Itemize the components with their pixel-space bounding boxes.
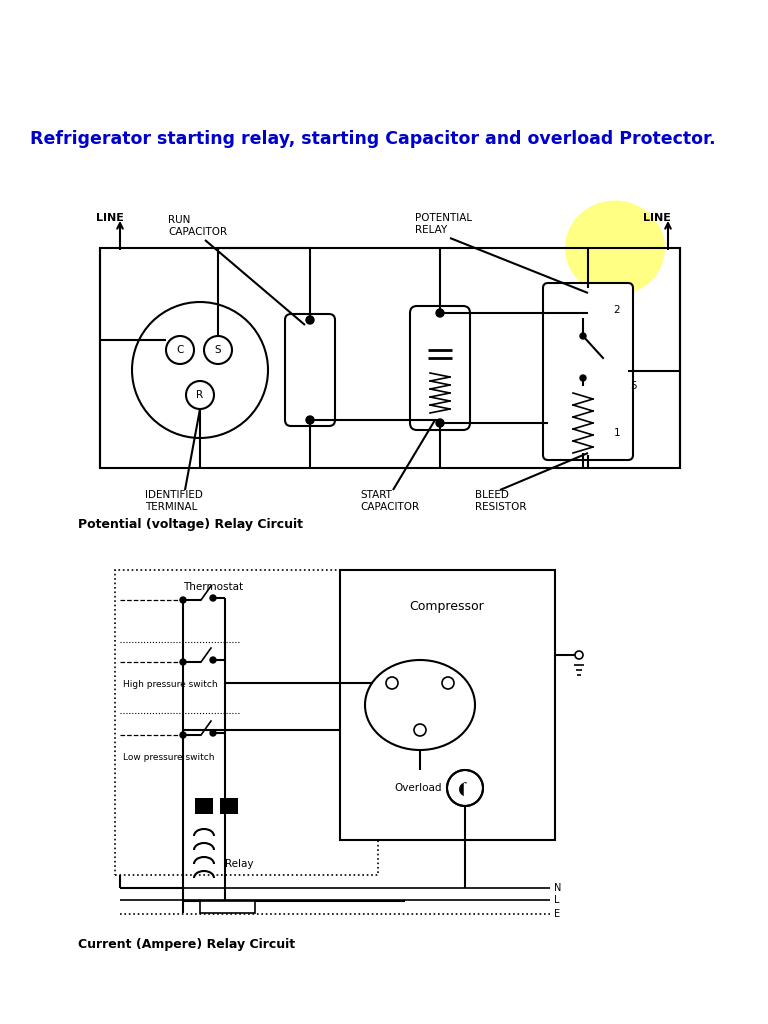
Text: Refrigerator starting relay, starting Capacitor and overload Protector.: Refrigerator starting relay, starting Ca… bbox=[30, 130, 716, 148]
Bar bbox=[115, 570, 378, 874]
Text: POTENTIAL
RELAY: POTENTIAL RELAY bbox=[415, 213, 472, 236]
Circle shape bbox=[436, 419, 444, 427]
Text: ◗: ◗ bbox=[461, 779, 471, 799]
Circle shape bbox=[180, 732, 186, 738]
Text: L: L bbox=[554, 895, 560, 905]
Bar bbox=[340, 570, 555, 840]
Text: R: R bbox=[197, 390, 204, 400]
Text: E: E bbox=[554, 909, 560, 919]
Text: Compressor: Compressor bbox=[409, 600, 485, 613]
Text: ◖: ◖ bbox=[458, 778, 468, 798]
Text: START
CAPACITOR: START CAPACITOR bbox=[360, 490, 419, 512]
Circle shape bbox=[386, 677, 398, 689]
Circle shape bbox=[580, 333, 586, 339]
Bar bbox=[100, 248, 680, 468]
Circle shape bbox=[210, 657, 216, 663]
Circle shape bbox=[210, 730, 216, 736]
Text: RUN
CAPACITOR: RUN CAPACITOR bbox=[168, 215, 227, 238]
Circle shape bbox=[306, 316, 314, 324]
Ellipse shape bbox=[565, 201, 665, 296]
Circle shape bbox=[580, 375, 586, 381]
Circle shape bbox=[132, 302, 268, 438]
FancyBboxPatch shape bbox=[410, 306, 470, 430]
Text: N: N bbox=[554, 883, 561, 893]
Circle shape bbox=[180, 597, 186, 603]
Circle shape bbox=[186, 381, 214, 409]
Text: LINE: LINE bbox=[96, 213, 124, 223]
FancyBboxPatch shape bbox=[285, 314, 335, 426]
Ellipse shape bbox=[365, 660, 475, 750]
Bar bbox=[220, 798, 238, 814]
Bar bbox=[195, 798, 213, 814]
Circle shape bbox=[210, 595, 216, 601]
Text: 2: 2 bbox=[614, 305, 620, 315]
Text: Overload: Overload bbox=[395, 783, 442, 793]
Text: 1: 1 bbox=[614, 428, 620, 438]
Text: Potential (voltage) Relay Circuit: Potential (voltage) Relay Circuit bbox=[78, 518, 303, 531]
Bar bbox=[200, 901, 255, 913]
Text: 5: 5 bbox=[630, 381, 637, 391]
Text: Current (Ampere) Relay Circuit: Current (Ampere) Relay Circuit bbox=[78, 938, 295, 951]
Text: Low pressure switch: Low pressure switch bbox=[123, 753, 214, 762]
Text: BLEED
RESISTOR: BLEED RESISTOR bbox=[475, 490, 527, 512]
Text: C: C bbox=[177, 345, 184, 355]
FancyBboxPatch shape bbox=[543, 283, 633, 460]
Text: LINE: LINE bbox=[643, 213, 671, 223]
Circle shape bbox=[180, 659, 186, 665]
Circle shape bbox=[575, 651, 583, 659]
Circle shape bbox=[306, 416, 314, 424]
Circle shape bbox=[436, 309, 444, 317]
Text: S: S bbox=[215, 345, 221, 355]
Circle shape bbox=[447, 770, 483, 806]
Text: High pressure switch: High pressure switch bbox=[123, 680, 217, 689]
Circle shape bbox=[442, 677, 454, 689]
Circle shape bbox=[166, 336, 194, 364]
Circle shape bbox=[414, 724, 426, 736]
Text: IDENTIFIED
TERMINAL: IDENTIFIED TERMINAL bbox=[145, 490, 203, 512]
Text: Thermostat: Thermostat bbox=[183, 582, 243, 592]
Circle shape bbox=[204, 336, 232, 364]
Text: Relay: Relay bbox=[225, 859, 253, 869]
